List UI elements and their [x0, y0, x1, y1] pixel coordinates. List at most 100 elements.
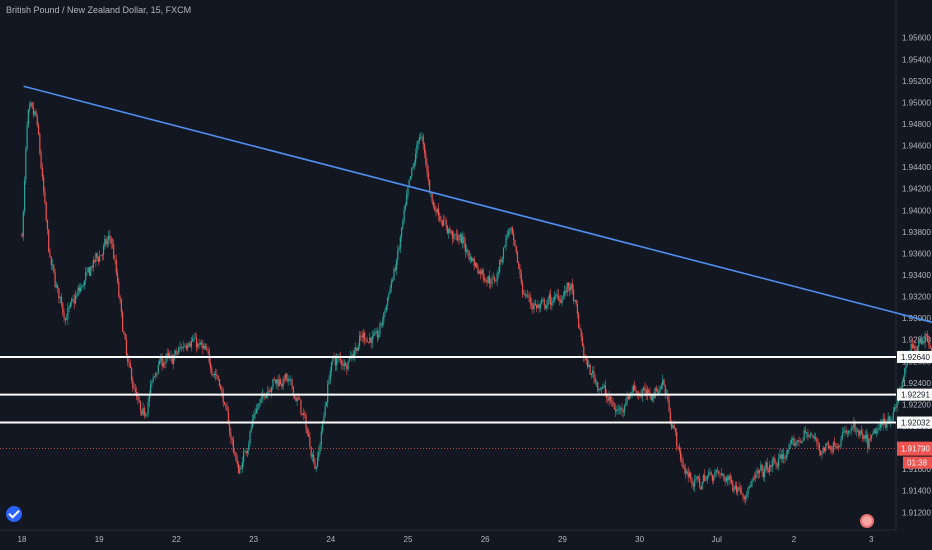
candle-body [83, 280, 86, 286]
candle-body [534, 303, 536, 305]
candle-body [881, 423, 883, 426]
candle-body [762, 471, 764, 477]
candle-body [792, 438, 794, 440]
candle-body [774, 458, 776, 464]
candle-body [63, 312, 65, 318]
candle-body [286, 373, 288, 381]
candle-body [891, 419, 893, 421]
candle-body [492, 277, 494, 279]
candle-body [342, 364, 344, 367]
candle-body [755, 475, 757, 479]
candle-body [862, 433, 864, 439]
candle-body [913, 345, 915, 349]
candle-body [741, 491, 743, 494]
candle-body [399, 237, 401, 249]
candle-body [597, 382, 599, 391]
candle-body [73, 299, 75, 304]
candle-body [753, 477, 756, 479]
candle-body [299, 398, 301, 400]
candle-body [250, 427, 252, 432]
candle-body [532, 305, 534, 310]
candle-body [883, 418, 885, 424]
candle-body [113, 244, 115, 259]
candle-body [148, 393, 150, 402]
candle-body [612, 401, 614, 407]
candle-body [854, 422, 856, 432]
candle-body [588, 364, 590, 368]
candle-body [339, 357, 342, 361]
candle-body [346, 365, 348, 370]
candle-body [928, 338, 930, 346]
candle-body [780, 454, 782, 459]
candle-body [650, 395, 652, 401]
candle-body [215, 373, 217, 376]
candle-body [176, 353, 179, 355]
candle-body [817, 442, 819, 445]
candle-body [921, 341, 924, 344]
candle-body [276, 379, 278, 384]
candle-body [798, 440, 800, 442]
candle-body [812, 434, 814, 439]
settings-icon[interactable] [860, 514, 874, 528]
countdown-tag [903, 456, 932, 469]
candle-body [130, 367, 133, 381]
candle-body [919, 339, 921, 343]
candle-body [608, 396, 610, 401]
candle-body [864, 435, 866, 439]
candle-body [195, 338, 198, 348]
candle-body [778, 458, 780, 467]
candle-body [493, 277, 496, 281]
candle-body [390, 280, 393, 289]
candle-body [600, 388, 603, 390]
candle-body [356, 347, 358, 351]
candle-body [330, 362, 333, 372]
candle-body [772, 458, 775, 461]
candle-body [372, 335, 375, 336]
candle-body [892, 411, 894, 420]
candle-body [603, 385, 605, 387]
candle-body [279, 379, 282, 384]
candle-body [462, 236, 464, 244]
candle-body [816, 438, 818, 443]
candle-body [728, 475, 730, 481]
candle-body [343, 363, 345, 367]
candle-body [877, 428, 879, 432]
candle-body [236, 460, 238, 464]
candle-body [129, 362, 131, 368]
candle-body [696, 476, 698, 480]
tradingview-logo-icon[interactable] [6, 506, 22, 522]
candle-body [362, 333, 364, 338]
candle-body [170, 355, 172, 357]
candle-body [537, 304, 539, 308]
candle-body [850, 428, 852, 431]
candle-body [914, 345, 916, 351]
candle-body [487, 275, 489, 283]
candle-body [190, 341, 193, 347]
candle-body [634, 385, 636, 391]
candle-body [477, 267, 479, 274]
candle-body [229, 424, 231, 433]
candle-body [629, 393, 631, 399]
candle-body [496, 273, 498, 281]
candle-body [393, 268, 395, 280]
candle-body [186, 345, 189, 349]
candle-body [664, 385, 666, 396]
candle-body [194, 338, 196, 339]
candle-body [41, 168, 43, 178]
candle-body [887, 416, 889, 424]
x-tick-label: Jul [712, 535, 722, 544]
candle-body [277, 379, 279, 387]
candle-body [553, 296, 556, 300]
candle-body [53, 264, 55, 273]
candle-body [799, 441, 801, 443]
candle-body [310, 446, 312, 457]
candle-body [520, 274, 522, 284]
candle-body [404, 205, 407, 210]
candle-body [848, 430, 850, 434]
candle-body [384, 310, 386, 314]
candle-body [79, 287, 82, 292]
candle-body [451, 231, 454, 239]
candle-body [705, 480, 707, 481]
candle-body [844, 430, 846, 432]
